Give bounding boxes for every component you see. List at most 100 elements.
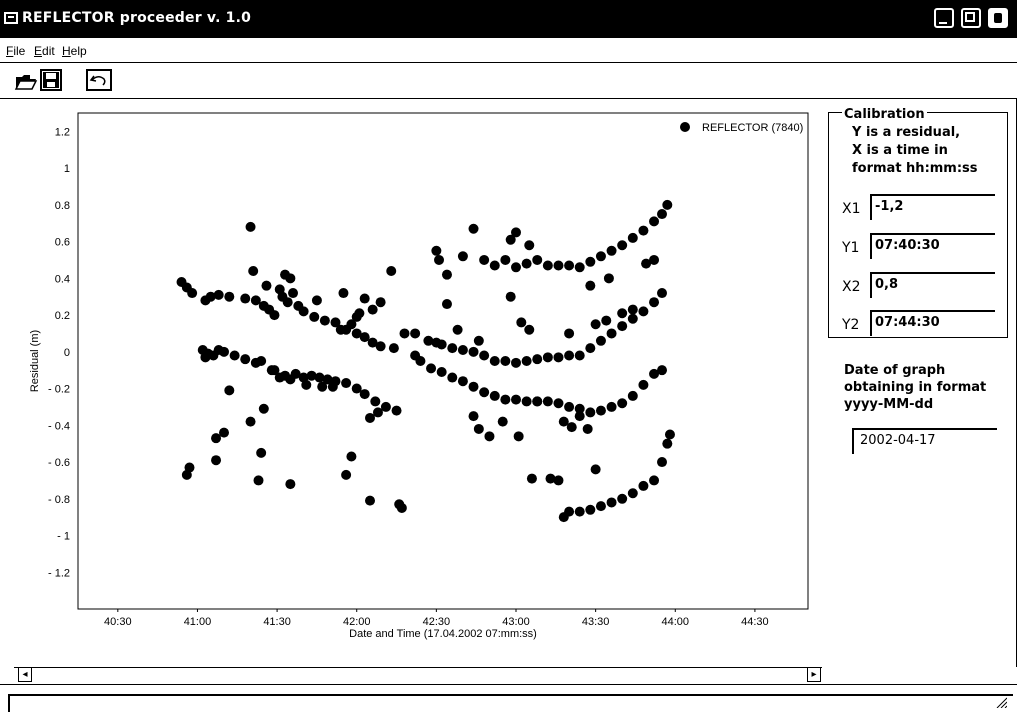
x-tick-label: 40:30 — [104, 616, 132, 628]
calibration-description-line: format hh:mm:ss — [852, 161, 978, 176]
data-point — [657, 209, 667, 220]
data-point — [367, 304, 378, 315]
y2-input[interactable]: 07:44:30 — [870, 310, 995, 336]
data-point — [224, 291, 235, 302]
data-point — [585, 407, 596, 418]
y-axis-label: Residual (m) — [29, 330, 41, 392]
data-point — [511, 357, 521, 368]
data-point — [627, 304, 638, 315]
data-point — [317, 381, 328, 392]
data-point — [211, 433, 222, 444]
data-point — [290, 368, 301, 379]
data-point — [441, 269, 452, 280]
title-bar[interactable]: REFLECTOR proceeder v. 1.0 — [0, 0, 1017, 38]
resize-grip-icon[interactable] — [995, 696, 1007, 708]
data-point — [564, 350, 575, 361]
y-tick-label: - 0.6 — [48, 457, 70, 469]
data-point — [532, 254, 543, 265]
data-point — [617, 321, 628, 332]
data-point — [211, 455, 222, 466]
data-point — [627, 232, 638, 243]
legend: REFLECTOR (7840) — [680, 122, 803, 134]
data-point — [229, 350, 240, 361]
y1-input[interactable]: 07:40:30 — [870, 233, 995, 259]
scroll-left-icon[interactable]: ◂ — [18, 668, 32, 682]
data-point — [657, 288, 667, 299]
menu-file[interactable]: File — [6, 44, 26, 58]
data-point — [351, 328, 362, 339]
data-point — [574, 350, 585, 361]
data-point — [367, 337, 378, 348]
data-point — [434, 254, 445, 265]
data-point — [285, 273, 296, 284]
data-point — [585, 343, 596, 354]
data-point — [553, 475, 564, 486]
x2-input[interactable]: 0,8 — [870, 272, 995, 298]
scatter-chart[interactable]: 1.2 1 0.8 0.6 0.4 0.2 0 - 0.2 - 0.4 - 0.6 - 0.8 - 1… — [0, 99, 820, 667]
menu-edit[interactable]: Edit — [34, 44, 55, 58]
data-point — [564, 401, 575, 412]
data-point — [346, 319, 357, 330]
data-point — [468, 381, 479, 392]
data-point — [664, 429, 675, 440]
x-tick-label: 43:00 — [502, 616, 530, 628]
data-point — [359, 389, 370, 400]
data-point — [638, 306, 649, 317]
maximize-icon[interactable] — [961, 8, 981, 28]
open-folder-button[interactable] — [14, 69, 38, 91]
data-point — [662, 199, 673, 210]
data-point — [521, 258, 532, 269]
data-point — [516, 317, 527, 328]
y-tick-label: - 0.2 — [48, 384, 70, 396]
save-icon — [43, 72, 59, 88]
data-point — [396, 502, 407, 513]
horizontal-scrollbar[interactable]: ◂ ▸ — [14, 667, 822, 684]
y-tick-label: 0.6 — [55, 237, 70, 249]
data-point — [638, 225, 649, 236]
data-point — [479, 350, 490, 361]
data-point — [574, 262, 585, 273]
data-point — [306, 370, 317, 381]
x1-input[interactable]: -1,2 — [870, 194, 995, 220]
data-point — [489, 390, 500, 401]
data-point — [505, 234, 516, 245]
data-point — [301, 379, 312, 390]
date-input[interactable]: 2002-04-17 — [852, 428, 997, 454]
data-point — [351, 383, 362, 394]
data-point — [311, 295, 322, 306]
data-point — [601, 315, 612, 326]
data-point — [542, 352, 553, 363]
x-tick-label: 42:30 — [423, 616, 451, 628]
data-point — [436, 339, 447, 350]
data-point — [375, 341, 386, 352]
data-point — [500, 254, 511, 265]
data-point — [282, 297, 293, 308]
data-point — [388, 343, 399, 354]
data-point — [603, 273, 614, 284]
date-label-line: obtaining in format — [844, 380, 987, 395]
save-button[interactable] — [40, 69, 62, 91]
data-point — [595, 251, 606, 262]
data-point — [184, 462, 195, 473]
data-point — [505, 291, 516, 302]
data-point — [489, 260, 500, 271]
data-point — [399, 328, 410, 339]
menu-help[interactable]: Help — [62, 44, 87, 58]
date-label-line: Date of graph — [844, 363, 946, 378]
y-tick-label: 0.8 — [55, 200, 70, 212]
scroll-right-icon[interactable]: ▸ — [807, 668, 821, 682]
minimize-icon[interactable] — [934, 8, 954, 28]
app-icon[interactable] — [4, 12, 18, 24]
data-point — [638, 379, 649, 390]
data-point — [365, 412, 375, 423]
data-point — [335, 324, 346, 335]
x-tick-label: 44:00 — [662, 616, 690, 628]
undo-button[interactable] — [86, 69, 112, 91]
close-icon[interactable] — [988, 8, 1008, 28]
data-point — [354, 308, 365, 319]
x-tick-label: 44:30 — [741, 616, 769, 628]
data-point — [327, 381, 338, 392]
data-point — [590, 319, 601, 330]
data-point — [386, 265, 397, 276]
data-point — [606, 245, 617, 256]
